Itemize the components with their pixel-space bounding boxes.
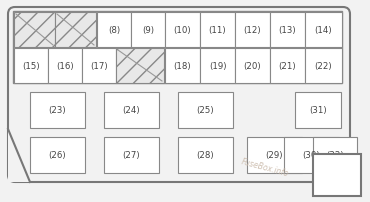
Bar: [14, 49, 48, 84]
Bar: [165, 49, 200, 84]
Text: (32): (32): [326, 151, 344, 160]
Bar: [30, 93, 85, 128]
Bar: [178, 93, 233, 128]
Text: (9): (9): [142, 26, 154, 35]
Bar: [314, 179, 360, 185]
FancyBboxPatch shape: [8, 8, 350, 182]
Polygon shape: [8, 129, 30, 182]
Text: (31): (31): [309, 106, 327, 115]
Bar: [313, 137, 357, 173]
Text: (20): (20): [244, 62, 261, 71]
Bar: [55, 13, 96, 48]
Text: (8): (8): [108, 26, 120, 35]
Text: (21): (21): [279, 62, 296, 71]
Bar: [116, 49, 164, 84]
Text: (16): (16): [56, 62, 74, 71]
Bar: [165, 13, 200, 48]
Text: (28): (28): [197, 151, 214, 160]
Bar: [270, 49, 305, 84]
Text: (12): (12): [244, 26, 261, 35]
Bar: [104, 93, 159, 128]
Text: (11): (11): [209, 26, 226, 35]
Bar: [200, 13, 235, 48]
Bar: [13, 12, 342, 84]
Text: (24): (24): [123, 106, 140, 115]
Bar: [270, 13, 305, 48]
Bar: [305, 13, 342, 48]
Text: (18): (18): [174, 62, 191, 71]
Text: (13): (13): [279, 26, 296, 35]
Bar: [82, 49, 116, 84]
Text: (29): (29): [266, 151, 283, 160]
Text: (22): (22): [315, 62, 332, 71]
Bar: [235, 13, 270, 48]
Bar: [200, 49, 235, 84]
Text: (15): (15): [22, 62, 40, 71]
Text: (23): (23): [49, 106, 66, 115]
Bar: [295, 93, 341, 128]
Text: (14): (14): [315, 26, 332, 35]
Bar: [235, 49, 270, 84]
Bar: [97, 13, 131, 48]
Bar: [313, 154, 361, 196]
Text: (27): (27): [123, 151, 140, 160]
Bar: [104, 137, 159, 173]
Text: (10): (10): [174, 26, 191, 35]
Bar: [305, 49, 342, 84]
Text: FuseBox.info: FuseBox.info: [240, 157, 289, 178]
Bar: [131, 13, 165, 48]
Bar: [247, 137, 302, 173]
Bar: [48, 49, 82, 84]
Bar: [14, 13, 55, 48]
Text: (26): (26): [49, 151, 66, 160]
Text: (30): (30): [303, 151, 320, 160]
Text: (25): (25): [197, 106, 214, 115]
Text: (17): (17): [90, 62, 108, 71]
Bar: [30, 137, 85, 173]
Text: (19): (19): [209, 62, 226, 71]
Bar: [178, 137, 233, 173]
Bar: [284, 137, 339, 173]
Text: (33): (33): [328, 171, 346, 180]
